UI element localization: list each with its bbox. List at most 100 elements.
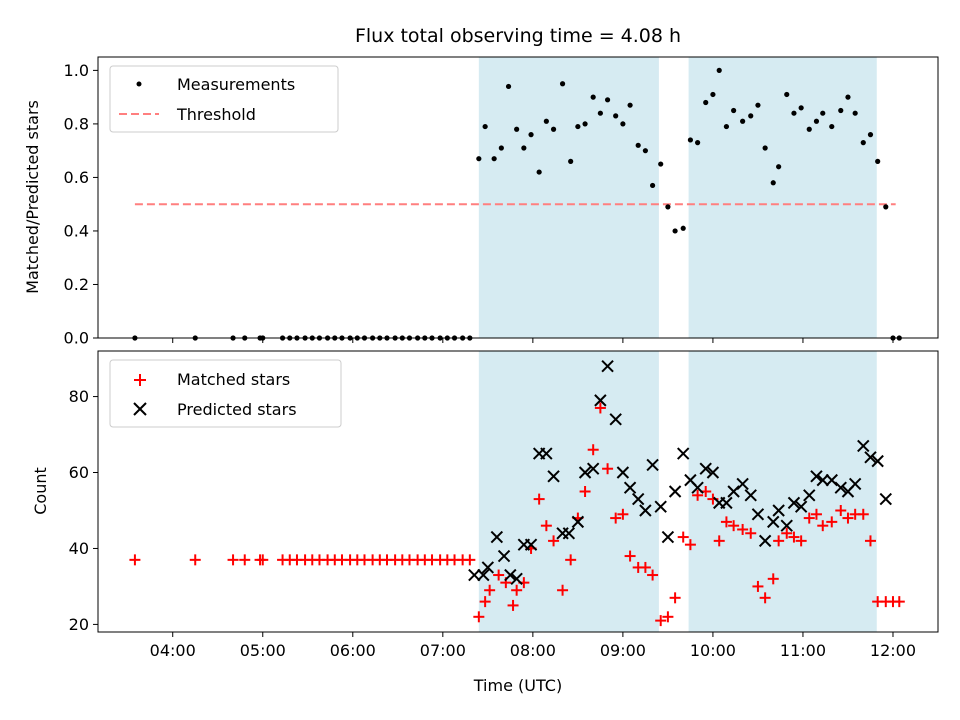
measurement-point-49: [604, 97, 611, 103]
measurement-point-54: [642, 148, 648, 154]
predicted-star-d2-55: [879, 492, 892, 506]
matched-star-point-79: [817, 520, 829, 532]
x-tick-label-2: 06:00: [330, 641, 376, 660]
matched-star-point-2: [227, 554, 239, 566]
predicted-star-point-23: [639, 504, 652, 517]
predicted-star-d2-30: [691, 481, 704, 494]
predicted-star-d2-25: [654, 500, 667, 513]
predicted-star-d2-11: [547, 470, 560, 483]
predicted-star-point-52: [857, 439, 870, 453]
predicted-star-d2-3: [490, 530, 504, 544]
predicted-star-d2-51: [848, 477, 862, 491]
measurement-point-52: [627, 102, 633, 108]
predicted-star-d2-36: [736, 477, 749, 491]
top-y-axis-label: Matched/Predicted stars: [23, 100, 42, 294]
predicted-star-d2-17: [594, 394, 607, 407]
measurement-point-69: [755, 102, 761, 108]
predicted-star-point-32: [706, 466, 720, 479]
matched-star-point-33: [479, 596, 491, 608]
predicted-star-point-26: [661, 530, 675, 544]
predicted-star-d2-0: [468, 568, 481, 582]
predicted-star-point-16: [586, 462, 600, 475]
predicted-star-d2-47: [816, 473, 829, 487]
measurement-point-85: [875, 158, 881, 164]
legend-predicted-label: Predicted stars: [177, 400, 297, 419]
predicted-star-point-44: [794, 500, 808, 513]
predicted-star-d2-31: [699, 462, 712, 475]
measurement-point-45: [575, 123, 581, 130]
x-tick-label-5: 09:00: [600, 641, 646, 660]
measurement-point-56: [658, 161, 664, 167]
predicted-star-d2-23: [639, 504, 652, 517]
measurement-point-38: [521, 145, 527, 151]
predicted-star-d2-38: [751, 508, 765, 521]
matched-star-point-68: [737, 523, 749, 535]
measurement-point-42: [550, 126, 557, 132]
predicted-star-d2-32: [706, 466, 720, 479]
predicted-star-d2-54: [871, 454, 884, 468]
measurement-point-79: [829, 123, 835, 130]
measurement-point-65: [723, 123, 730, 130]
matched-star-point-81: [835, 504, 847, 516]
predicted-star-d2-22: [631, 492, 645, 506]
top-panel: 0.0 0.2 0.4 0.6 0.8 1.0 Matched/Predicted sta…: [23, 56, 939, 348]
measurement-point-59: [680, 225, 686, 231]
x-tick-label-3: 07:00: [420, 641, 466, 660]
predicted-star-point-19: [609, 413, 622, 426]
matched-star-point-77: [803, 512, 815, 524]
predicted-star-point-24: [646, 458, 659, 472]
measurement-point-53: [635, 142, 641, 148]
predicted-star-point-13: [562, 527, 576, 540]
legend-predicted-marker: [133, 402, 147, 416]
predicted-star-point-38: [751, 508, 765, 521]
x-tick-label-7: 11:00: [780, 641, 826, 660]
matched-star-point-51: [610, 512, 622, 524]
matched-star-point-85: [864, 535, 876, 547]
matched-star-point-47: [579, 486, 591, 497]
predicted-star-d2-13: [562, 527, 576, 540]
measurement-point-80: [838, 107, 844, 114]
chart-title: Flux total observing time = 4.08 h: [355, 25, 681, 47]
measurement-point-66: [731, 107, 737, 114]
predicted-star-d2-52: [857, 439, 870, 453]
matched-star-point-3: [239, 554, 251, 566]
legend-matched-label: Matched stars: [177, 370, 290, 389]
bottom-panel: 20 40 60 80 04:00 05:00 06:00 07:00 08:00 09:00 1…: [31, 350, 939, 695]
matched-star-point-5: [257, 554, 269, 566]
matched-star-point-34: [484, 584, 496, 596]
predicted-star-d2-34: [720, 496, 733, 510]
matched-star-point-59: [669, 592, 681, 604]
measurement-point-51: [620, 121, 626, 127]
bot-y-tick-label-3: 80: [69, 387, 89, 406]
predicted-star-point-11: [547, 470, 560, 483]
predicted-star-point-2: [481, 561, 495, 574]
predicted-star-d2-28: [677, 447, 690, 460]
measurement-point-67: [740, 118, 746, 124]
predicted-star-d2-45: [803, 489, 816, 502]
measurement-point-64: [716, 67, 722, 73]
bottom-legend-box: [109, 359, 342, 428]
matched-star-point-66: [720, 516, 732, 528]
legend-measurements-label: Measurements: [177, 75, 295, 94]
bot-y-tick-label-1: 40: [69, 539, 89, 558]
top-shaded-interval-1: [688, 57, 877, 338]
matched-star-point-48: [587, 444, 599, 456]
measurement-point-48: [597, 110, 603, 116]
measurement-point-33: [482, 123, 488, 130]
measurement-point-37: [514, 126, 520, 132]
matched-star-point-72: [767, 573, 779, 585]
predicted-star-point-10: [540, 447, 553, 460]
matched-star-point-53: [624, 550, 636, 562]
measurement-point-72: [776, 164, 782, 170]
measurement-point-41: [543, 118, 549, 124]
measurement-point-35: [498, 145, 504, 151]
measurement-point-73: [784, 91, 790, 98]
predicted-star-d2-49: [834, 481, 847, 494]
matched-star-point-42: [540, 520, 552, 532]
predicted-star-point-53: [864, 451, 877, 464]
x-tick-label-4: 08:00: [510, 641, 556, 660]
measurement-point-84: [867, 132, 874, 138]
matched-star-point-80: [826, 516, 838, 528]
predicted-star-point-34: [720, 496, 733, 510]
predicted-star-d2-10: [540, 447, 553, 460]
